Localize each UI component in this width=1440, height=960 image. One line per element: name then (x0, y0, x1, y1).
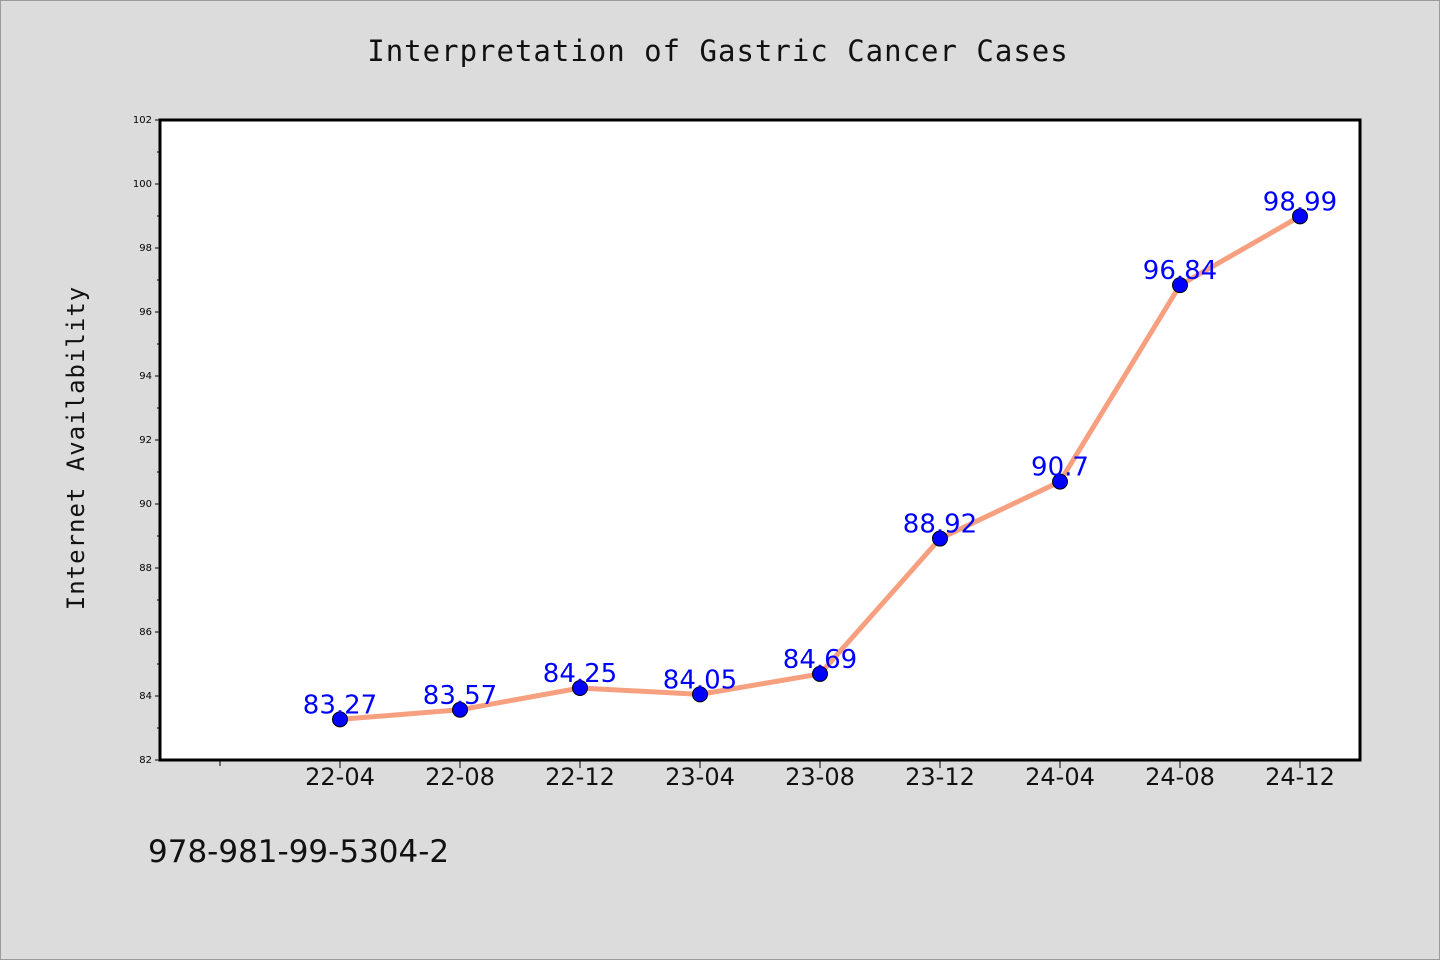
data-label: 90.7 (1031, 453, 1089, 483)
x-tick-label: 22-08 (425, 763, 495, 791)
x-tick-label: 23-12 (905, 763, 975, 791)
data-labels: 83.27 83.57 84.25 84.05 84.69 88.92 90.7 96.84 9… (303, 187, 1337, 720)
y-tick-label: 96 (139, 307, 152, 318)
y-tick-label: 102 (133, 115, 152, 126)
data-label: 96.84 (1143, 256, 1217, 286)
y-tick-label: 90 (139, 499, 152, 510)
data-label: 83.57 (423, 681, 497, 711)
y-tick-label: 86 (139, 627, 152, 638)
data-label: 84.25 (543, 659, 617, 689)
chart-title: Interpretation of Gastric Cancer Cases (367, 34, 1069, 68)
y-axis: 82 84 86 88 90 92 94 96 98 100 102 (133, 115, 160, 766)
data-point (812, 665, 828, 682)
data-point (1292, 208, 1308, 225)
data-label: 98.99 (1263, 187, 1337, 217)
data-point (692, 686, 708, 703)
data-label: 83.27 (303, 690, 377, 720)
data-label: 84.69 (783, 645, 857, 675)
data-label: 84.05 (663, 665, 737, 695)
x-tick-label: 23-08 (785, 763, 855, 791)
data-points (332, 208, 1308, 728)
y-tick-label: 92 (139, 435, 152, 446)
x-tick-label: 24-08 (1145, 763, 1215, 791)
data-point (332, 711, 348, 728)
x-axis: 22-04 22-08 22-12 23-04 23-08 23-12 24-04 24-08… (219, 760, 1335, 791)
isbn-code: 978-981-99-5304-2 (148, 834, 450, 870)
y-axis-title: Internet Availability (62, 286, 90, 610)
data-point (1172, 277, 1188, 294)
y-tick-label: 100 (133, 179, 152, 190)
plot-area (158, 118, 1362, 762)
y-tick-label: 94 (139, 371, 152, 382)
y-tick-label: 88 (139, 563, 152, 574)
x-tick-label: 23-04 (665, 763, 735, 791)
x-tick-label: 22-04 (305, 763, 375, 791)
x-tick-label: 24-12 (1265, 763, 1335, 791)
data-point (1052, 473, 1068, 490)
x-tick-label: 22-12 (545, 763, 615, 791)
data-point (932, 530, 948, 547)
y-tick-label: 84 (139, 691, 152, 702)
data-label: 88.92 (903, 510, 977, 540)
data-point (452, 701, 468, 718)
y-tick-label: 98 (139, 243, 152, 254)
x-tick-label: 24-04 (1025, 763, 1095, 791)
y-tick-label: 82 (139, 755, 152, 766)
data-point (572, 680, 588, 696)
